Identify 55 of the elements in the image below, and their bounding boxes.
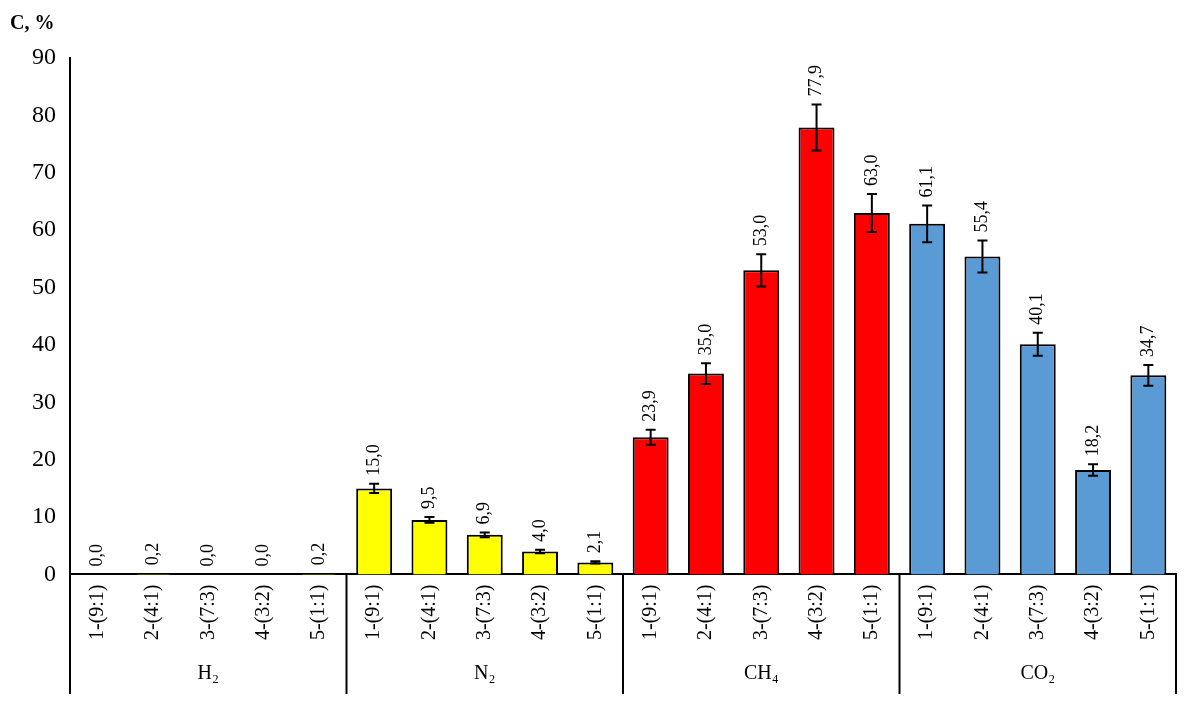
y-tick-label: 40 <box>32 330 56 357</box>
text: CO₂ <box>1020 661 1056 684</box>
data-label: 15,0 <box>362 444 383 476</box>
x-tick-label: 3-(7:3) <box>195 584 219 641</box>
x-tick-label: 2-(4:1) <box>969 584 993 641</box>
y-tick-label: 80 <box>32 100 56 127</box>
data-label: 53,0 <box>749 214 770 247</box>
text: N₂ <box>474 661 496 684</box>
x-tick-label: 1-(9:1) <box>361 584 385 641</box>
y-tick-label: 60 <box>32 215 56 242</box>
y-tick-label: 90 <box>32 43 56 70</box>
text: H₂ <box>197 661 219 684</box>
y-tick-label: 30 <box>32 387 56 414</box>
y-tick-label: 10 <box>32 502 56 529</box>
x-tick-label: 3-(7:3) <box>472 584 495 641</box>
x-tick-label: 5-(1:1) <box>306 584 330 641</box>
data-label: 23,9 <box>639 390 660 422</box>
y-tick-label: 70 <box>32 158 56 185</box>
data-label: 63,0 <box>860 154 881 186</box>
data-label: 2,1 <box>584 530 605 554</box>
x-tick-label: 4-(3:2) <box>1080 584 1104 641</box>
x-tick-label: 3-(7:3) <box>1025 584 1048 641</box>
x-tick-label: 2-(4:1) <box>693 584 717 641</box>
data-label: 0,0 <box>86 543 107 567</box>
y-tick-label: 50 <box>32 272 56 299</box>
x-tick-label: 2-(4:1) <box>416 584 440 641</box>
data-label: 61,1 <box>915 165 936 198</box>
x-tick-label: 2-(4:1) <box>140 584 164 641</box>
data-label: 0,2 <box>141 542 162 566</box>
x-tick-label: 4-(3:2) <box>803 584 827 641</box>
text: CH₄ <box>743 661 779 684</box>
data-label: 0,0 <box>196 543 217 567</box>
y-axis-title: C, % <box>10 11 55 34</box>
x-tick-label: 5-(1:1) <box>582 584 606 641</box>
x-tick-label: 5-(1:1) <box>1135 584 1159 641</box>
y-tick-label: 0 <box>44 559 56 586</box>
data-label: 34,7 <box>1137 325 1158 358</box>
x-tick-label: 1-(9:1) <box>914 584 938 641</box>
x-tick-label: 3-(7:3) <box>748 584 772 641</box>
x-tick-label: 1-(9:1) <box>637 584 661 641</box>
x-tick-label: 4-(3:2) <box>527 584 551 641</box>
data-label: 0,0 <box>252 543 273 567</box>
data-label: 4,0 <box>528 519 549 542</box>
data-label: 40,1 <box>1026 293 1047 325</box>
data-label: 35,0 <box>694 323 715 356</box>
y-tick-label: 20 <box>32 444 56 471</box>
x-tick-label: 4-(3:2) <box>250 584 274 641</box>
data-label: 18,2 <box>1081 424 1102 457</box>
x-tick-label: 5-(1:1) <box>859 584 883 641</box>
data-label: 55,4 <box>971 200 992 233</box>
x-tick-label: 1-(9:1) <box>84 584 108 641</box>
data-label: 77,9 <box>805 64 826 97</box>
data-label: 0,2 <box>307 542 328 566</box>
data-label: 9,5 <box>418 486 439 510</box>
data-label: 6,9 <box>473 502 494 525</box>
